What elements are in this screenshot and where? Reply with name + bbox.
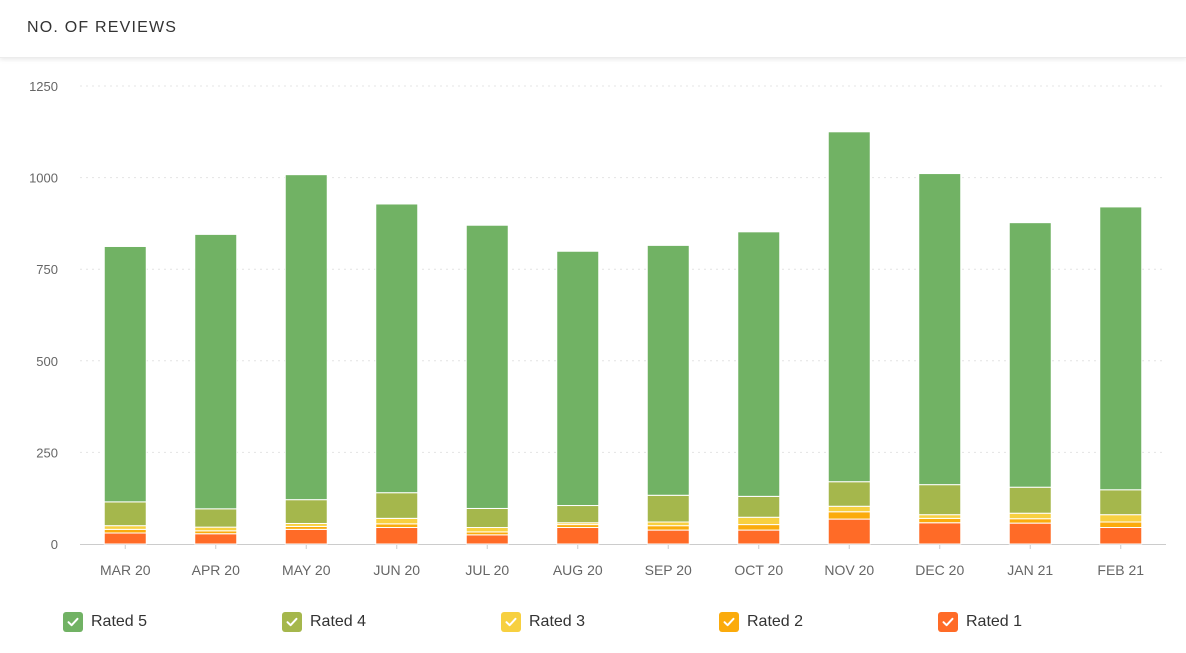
- y-tick-label: 750: [36, 262, 58, 277]
- bar-segment-rated-5: [1008, 222, 1052, 488]
- bar-segment-rated-3: [465, 527, 509, 533]
- bar-segment-rated-4: [737, 495, 781, 518]
- checkbox-icon[interactable]: [63, 612, 83, 632]
- x-tick-label: JAN 21: [1007, 562, 1053, 578]
- x-tick-label: SEP 20: [645, 562, 692, 578]
- x-tick-label: NOV 20: [824, 562, 874, 578]
- legend-label: Rated 4: [310, 613, 367, 630]
- legend-item-rated-5[interactable]: Rated 5: [63, 610, 147, 634]
- bar-segment-rated-1: [737, 529, 781, 545]
- bar-segment-rated-2: [646, 525, 690, 531]
- panel-title: NO. OF REVIEWS: [27, 19, 178, 36]
- x-tick-label: JUN 20: [373, 562, 420, 578]
- x-tick-label: OCT 20: [734, 562, 783, 578]
- bar-segment-rated-2: [1099, 521, 1143, 529]
- panel-header: NO. OF REVIEWS: [0, 0, 1186, 58]
- bar-segment-rated-4: [1099, 489, 1143, 516]
- y-tick-label: 250: [36, 445, 58, 460]
- bar-segment-rated-1: [465, 534, 509, 545]
- checkbox-icon[interactable]: [938, 612, 958, 632]
- bar-segment-rated-1: [827, 518, 871, 545]
- bar-segment-rated-1: [103, 532, 147, 545]
- y-tick-label: 0: [51, 537, 58, 552]
- bar-segment-rated-2: [918, 517, 962, 524]
- bar-segment-rated-4: [918, 484, 962, 516]
- legend-label: Rated 3: [529, 613, 586, 630]
- checkbox-icon[interactable]: [719, 612, 739, 632]
- bar-segment-rated-5: [465, 224, 509, 509]
- bar-segment-rated-1: [375, 527, 419, 545]
- checkbox-icon[interactable]: [501, 612, 521, 632]
- legend-label: Rated 5: [91, 613, 148, 630]
- bar-segment-rated-5: [737, 231, 781, 497]
- bar-segment-rated-2: [827, 511, 871, 520]
- y-tick-label: 500: [36, 354, 58, 369]
- reviews-bar-chart: 0 250 500 750 1000 1250 MAR 20 APR 20 MAY 20 JUN …: [29, 79, 1166, 578]
- x-tick-label: MAR 20: [100, 562, 151, 578]
- bar-segment-rated-3: [737, 516, 781, 526]
- x-tick-label: DEC 20: [915, 562, 964, 578]
- legend-item-rated-4[interactable]: Rated 4: [282, 610, 366, 634]
- bar-segment-rated-4: [284, 499, 328, 524]
- bar-segment-rated-5: [1099, 206, 1143, 491]
- bar-segment-rated-2: [737, 524, 781, 531]
- bar-segment-rated-1: [284, 528, 328, 545]
- x-tick-label: AUG 20: [553, 562, 603, 578]
- bar-segment-rated-4: [556, 505, 600, 524]
- bar-segment-rated-4: [375, 492, 419, 519]
- bar-segment-rated-5: [556, 250, 600, 507]
- chart-legend: Rated 5 Rated 4 Rated 3 Rated 2 Rated 1: [0, 610, 1186, 636]
- legend-item-rated-2[interactable]: Rated 2: [719, 610, 803, 634]
- bar-segment-rated-4: [1008, 486, 1052, 514]
- bar-segment-rated-3: [375, 517, 419, 525]
- legend-item-rated-3[interactable]: Rated 3: [501, 610, 585, 634]
- bar-segment-rated-5: [375, 203, 419, 494]
- bar-segment-rated-4: [646, 494, 690, 523]
- bar-segment-rated-1: [1008, 522, 1052, 545]
- bar-segment-rated-3: [1008, 512, 1052, 520]
- bar-segment-rated-5: [194, 233, 238, 510]
- bar-segment-rated-4: [465, 507, 509, 529]
- bar-segment-rated-3: [194, 526, 238, 532]
- bar-segment-rated-4: [827, 481, 871, 507]
- bar-segment-rated-4: [194, 508, 238, 528]
- bar-segment-rated-3: [918, 514, 962, 519]
- bar-segment-rated-4: [103, 501, 147, 527]
- bar-segment-rated-5: [284, 174, 328, 501]
- bar-segment-rated-3: [827, 505, 871, 513]
- legend-label: Rated 1: [966, 613, 1023, 630]
- y-tick-label: 1000: [29, 171, 58, 186]
- bar-segment-rated-2: [375, 523, 419, 529]
- legend-item-rated-1[interactable]: Rated 1: [938, 610, 1022, 634]
- legend-label: Rated 2: [747, 613, 804, 630]
- bar-segment-rated-1: [1099, 527, 1143, 545]
- bar-segment-rated-1: [194, 533, 238, 545]
- bar-segment-rated-1: [556, 527, 600, 545]
- x-tick-label: MAY 20: [282, 562, 331, 578]
- bar-segment-rated-5: [103, 245, 147, 503]
- bar-segment-rated-2: [1008, 518, 1052, 524]
- checkbox-icon[interactable]: [282, 612, 302, 632]
- bar-segment-rated-1: [646, 529, 690, 545]
- x-tick-label: FEB 21: [1097, 562, 1144, 578]
- bar-segment-rated-2: [103, 528, 147, 534]
- x-tick-label: JUL 20: [465, 562, 509, 578]
- bar-segment-rated-5: [646, 244, 690, 496]
- bar-segment-rated-3: [103, 525, 147, 530]
- bar-segment-rated-5: [918, 173, 962, 486]
- bar-segment-rated-3: [646, 521, 690, 527]
- bar-segment-rated-5: [827, 131, 871, 483]
- y-tick-label: 1250: [29, 79, 58, 94]
- x-tick-label: APR 20: [192, 562, 240, 578]
- bar-segment-rated-3: [1099, 514, 1143, 523]
- bar-segment-rated-1: [918, 522, 962, 545]
